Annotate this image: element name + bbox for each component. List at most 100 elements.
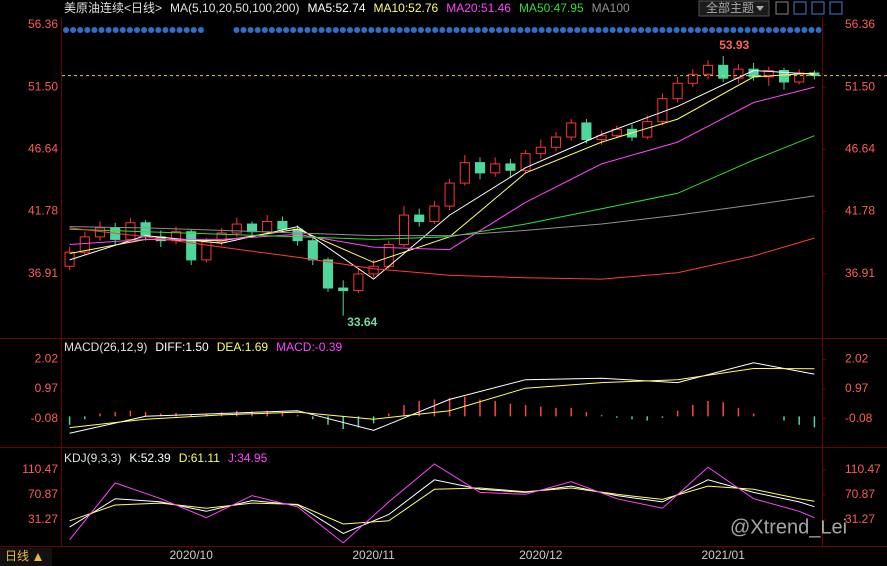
candle-body [414, 214, 425, 222]
event-dot [694, 27, 701, 33]
event-dot [240, 27, 247, 33]
y-tick-label: 2.02 [845, 352, 869, 366]
event-dot [567, 27, 574, 33]
event-dot [254, 27, 261, 33]
event-dot [737, 27, 744, 33]
event-dot [70, 27, 77, 33]
candle-body [398, 214, 410, 246]
candle-body [140, 222, 151, 238]
candle-body [596, 135, 607, 141]
candle-body [763, 69, 774, 78]
event-dot [311, 27, 318, 33]
event-dot [169, 27, 176, 33]
event-dot [347, 27, 353, 33]
event-dot [446, 27, 453, 33]
candle-body [581, 122, 592, 141]
event-dot [744, 27, 751, 33]
candle-body [778, 69, 790, 83]
legend-entry: MA50:47.95 [519, 1, 584, 15]
icon-button[interactable] [775, 1, 789, 15]
candle-body [702, 64, 714, 75]
event-dot [588, 27, 595, 33]
legend-entry: K:52.39 [129, 451, 171, 465]
event-dot [609, 27, 616, 33]
event-dot [155, 27, 162, 33]
event-dot [474, 27, 481, 33]
icon-button[interactable] [793, 1, 807, 15]
candle-body [353, 273, 364, 292]
event-dot [190, 27, 197, 33]
event-dot [773, 27, 779, 33]
period-button-label: 日线 [5, 549, 29, 563]
period-button[interactable] [0, 548, 52, 566]
candle-body [429, 205, 440, 222]
event-dot [389, 27, 396, 33]
y-tick-label: 2.02 [35, 352, 59, 366]
event-dot [91, 27, 98, 33]
indicator-line [69, 135, 815, 240]
event-dot [332, 27, 339, 33]
candle-body [550, 136, 562, 148]
y-tick-label: 0.97 [35, 381, 59, 395]
event-dot [680, 27, 687, 33]
y-tick-label: 41.78 [845, 204, 875, 218]
candle-body [338, 287, 349, 292]
event-dot [538, 27, 545, 33]
event-dot [524, 27, 531, 33]
event-dot [112, 27, 119, 33]
event-dot [616, 27, 623, 33]
event-dot [716, 27, 723, 33]
candle-body [657, 98, 668, 123]
scope-button[interactable] [698, 0, 770, 17]
event-dot [148, 27, 155, 33]
candle-body [490, 163, 501, 174]
candle-body [505, 163, 516, 171]
y-tick-label: 31.27 [28, 512, 58, 526]
event-dot [261, 27, 268, 33]
indicator-line [69, 86, 815, 251]
event-dot [531, 27, 538, 33]
icon-button[interactable] [811, 1, 825, 15]
indicator-line [69, 463, 815, 544]
event-dot [517, 27, 524, 33]
event-dot [574, 27, 581, 33]
y-tick-label: 70.87 [28, 487, 58, 501]
up-arrow [34, 553, 42, 561]
event-dot [723, 27, 730, 33]
event-dot [758, 27, 765, 33]
event-dot [503, 27, 510, 33]
candle-body [246, 223, 258, 233]
event-dot [787, 27, 794, 33]
event-dot [247, 27, 254, 33]
event-dot [183, 27, 190, 33]
icon-button[interactable] [829, 1, 843, 15]
indicator-line [69, 479, 815, 534]
legend-entry: MA20:51.46 [446, 1, 511, 15]
event-dot [141, 27, 148, 33]
high-label: 53.93 [719, 38, 749, 52]
candle-body [262, 220, 273, 233]
event-dot [290, 27, 297, 33]
event-dot [162, 27, 169, 33]
event-dot [666, 27, 673, 33]
event-dot [354, 27, 361, 33]
candle-body [566, 122, 577, 138]
event-dot [510, 27, 517, 33]
event-dot [709, 27, 716, 33]
event-dot [410, 27, 417, 33]
indicator-line [69, 485, 815, 525]
candle-body [368, 265, 379, 275]
event-dot [268, 27, 275, 33]
event-dot [489, 27, 495, 33]
event-dot [552, 27, 559, 33]
y-tick-label: 56.36 [28, 17, 58, 31]
event-dot [432, 27, 439, 33]
event-dot [403, 27, 410, 33]
indicator-line [69, 367, 815, 429]
event-dot [453, 27, 460, 33]
legend-entry: MA100 [592, 1, 630, 15]
event-dot [794, 27, 801, 33]
y-tick-label: 51.50 [28, 79, 58, 93]
